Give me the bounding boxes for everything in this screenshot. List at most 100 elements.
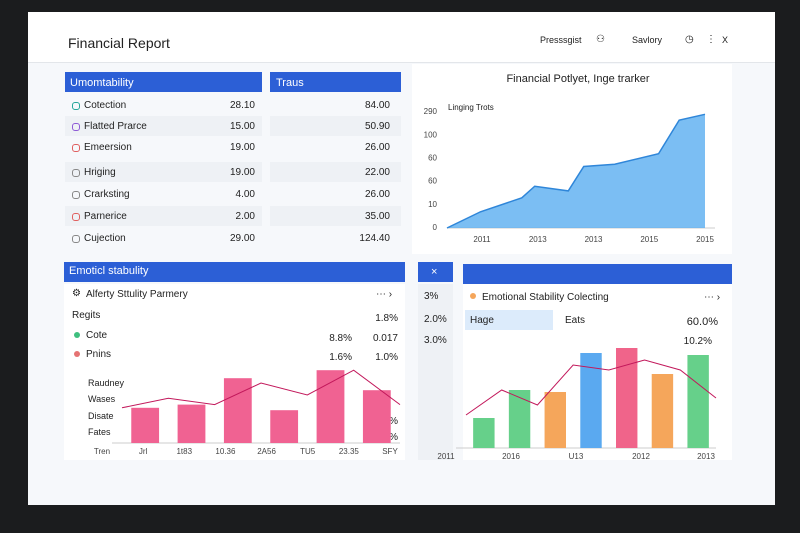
y-tick-label: 100 <box>424 130 438 139</box>
row-icon <box>72 123 80 131</box>
y-tick-label: 60 <box>428 177 437 186</box>
row-bg <box>65 162 262 182</box>
bar <box>316 370 345 443</box>
panel-title: Alferty Sttulity Parmery <box>86 289 188 300</box>
user-icon[interactable]: ⚇ <box>596 34 605 45</box>
cell: 26.00 <box>364 142 390 153</box>
x-tick-label: 2013 <box>529 235 547 244</box>
row-value: 1.8% <box>375 313 398 324</box>
tab-label[interactable]: Hage <box>470 315 494 326</box>
close-tab[interactable] <box>418 262 453 282</box>
y-tick-label: 0 <box>433 223 438 232</box>
x-tick-label: Jrl <box>139 447 148 456</box>
bar <box>177 404 206 443</box>
legend-label: Raudney <box>88 378 125 388</box>
row-label: Flatted Prarce <box>84 121 147 132</box>
panel-controls[interactable]: ⋯ › <box>376 289 393 300</box>
cell: 19.00 <box>229 167 255 178</box>
panel-header <box>463 264 732 284</box>
x-tick-label: SFY <box>382 447 398 456</box>
x-tick-label: 10.36 <box>215 447 236 456</box>
bar <box>580 353 602 448</box>
cell: 22.00 <box>364 167 390 178</box>
row-bg <box>270 162 401 182</box>
bar <box>687 355 709 448</box>
legend-label: Fates <box>88 427 111 437</box>
bar <box>473 418 495 448</box>
row-bg <box>270 206 401 226</box>
y-tick-label: 290 <box>424 107 438 116</box>
trend-line <box>465 359 717 416</box>
y-tick-label: 60 <box>428 154 437 163</box>
label: Eats <box>565 315 586 326</box>
x-tick-label: 2013 <box>697 452 715 461</box>
row-label: Parnerice <box>84 211 127 222</box>
row-bg <box>65 116 262 136</box>
x-tick-label: 23.35 <box>339 447 360 456</box>
x-tick-label: 2A56 <box>257 447 276 456</box>
chart-title: Financial Potlyet, Inge trarker <box>506 73 650 85</box>
bar <box>270 410 299 443</box>
dot <box>74 332 80 338</box>
value: 3% <box>424 291 439 302</box>
row-icon <box>72 144 80 152</box>
header-text: Emoticl stabulity <box>69 265 149 277</box>
row-label: Regits <box>72 310 101 321</box>
app-title: Financial Report <box>68 35 170 51</box>
x-tick-label: 2011 <box>473 235 491 244</box>
cell: 15.00 <box>229 121 255 132</box>
row-icon <box>72 191 80 199</box>
tab[interactable] <box>465 310 553 330</box>
cell: 2.00 <box>235 211 255 222</box>
cell: 26.00 <box>364 189 390 200</box>
cell: 35.00 <box>364 211 390 222</box>
bar <box>544 392 566 448</box>
legend-label: Disate <box>88 411 114 421</box>
x-tick-label: TU5 <box>300 447 316 456</box>
more-icon[interactable]: ⋮ <box>706 34 716 45</box>
x-tick-label: 2011 <box>437 452 455 461</box>
table-header <box>270 72 401 92</box>
row-value: 0.017 <box>372 333 398 344</box>
close-button[interactable]: X <box>722 35 729 45</box>
value: 10.2% <box>683 336 712 347</box>
x-tick-label: 2015 <box>696 235 714 244</box>
legend-label: Wases <box>88 394 116 404</box>
bar <box>616 348 638 448</box>
bar <box>223 378 252 443</box>
clock-icon[interactable]: ◷ <box>685 34 694 45</box>
row-icon <box>72 235 80 243</box>
row-value: 8.8% <box>329 333 352 344</box>
close-text[interactable]: × <box>431 266 438 278</box>
x-tick-label: 2012 <box>632 452 650 461</box>
cell: 50.90 <box>364 121 390 132</box>
panel-header <box>64 262 405 282</box>
bar <box>508 390 531 448</box>
header-text: Traus <box>276 77 304 89</box>
cell: 124.40 <box>359 233 390 244</box>
panel-title: Emotional Stability Colecting <box>482 292 609 303</box>
row-icon <box>72 213 80 221</box>
menu-item[interactable]: Presssgist <box>540 35 582 45</box>
trend-line <box>121 369 401 409</box>
bar <box>131 407 160 443</box>
cell: 84.00 <box>364 100 390 111</box>
cell: 29.00 <box>229 233 255 244</box>
row-icon <box>72 169 80 177</box>
x-tick-label: 2016 <box>502 452 520 461</box>
menu-item[interactable]: Savlory <box>632 35 663 45</box>
top-bar <box>28 12 775 63</box>
chart-subtitle: Linging Trots <box>448 103 494 112</box>
bar <box>651 374 674 448</box>
x-tick-label: 1t83 <box>176 447 192 456</box>
axis-label: 2% <box>383 432 398 443</box>
cell: 19.00 <box>229 142 255 153</box>
y-tick-label: 10 <box>428 200 437 209</box>
x-tick-label: U13 <box>569 452 584 461</box>
bar <box>362 390 391 443</box>
x-tick-label: 2013 <box>585 235 603 244</box>
panel-controls[interactable]: ⋯ › <box>704 292 721 303</box>
panel <box>418 284 453 460</box>
row-icon <box>72 102 80 110</box>
